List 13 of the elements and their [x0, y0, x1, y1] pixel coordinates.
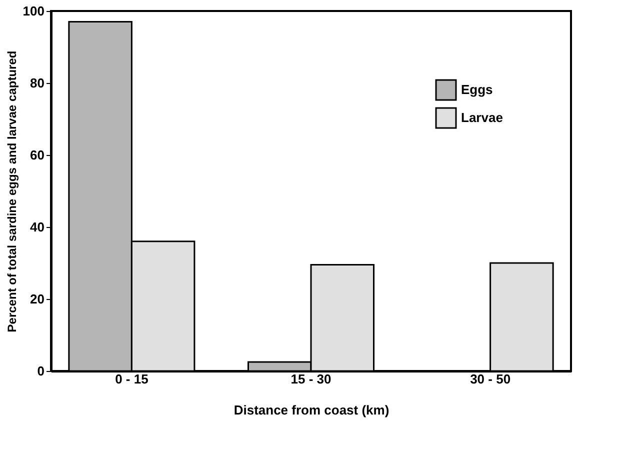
legend-label: Eggs [461, 82, 493, 97]
y-tick-label: 100 [22, 4, 44, 18]
x-axis-title: Distance from coast (km) [234, 402, 390, 418]
y-tick-label: 20 [30, 292, 44, 306]
legend-label: Larvae [461, 110, 503, 125]
x-tick-label: 0 - 15 [115, 372, 148, 386]
y-tick-label: 80 [30, 76, 44, 90]
y-axis-title: Percent of total sardine eggs and larvae captured [4, 50, 19, 332]
y-tick-label: 40 [30, 220, 44, 234]
x-tick-label: 15 - 30 [290, 372, 332, 386]
y-tick-label: 0 [37, 364, 44, 378]
x-tick-label: 30 - 50 [470, 372, 511, 386]
y-tick-label: 60 [30, 148, 44, 162]
